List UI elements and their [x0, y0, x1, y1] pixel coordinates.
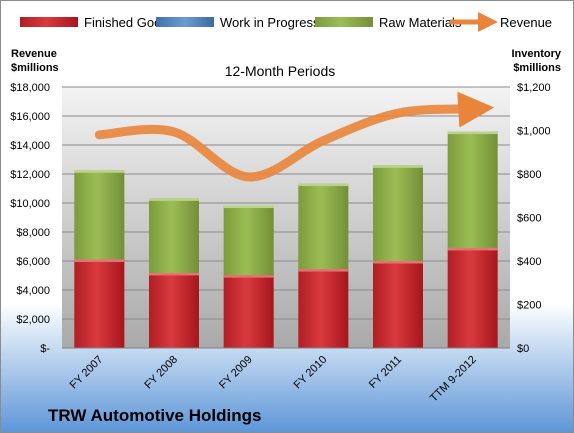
bar-top-highlight [223, 275, 274, 278]
legend-swatch-work-in-progress [156, 17, 214, 27]
revenue-line-group [94, 91, 495, 182]
bar-finished-goods [298, 269, 349, 348]
bar-top-highlight [298, 183, 349, 187]
left-tick-label: $8,000 [16, 227, 50, 239]
left-axis-title-line2: $millions [11, 62, 59, 74]
left-tick-label: $6,000 [16, 256, 50, 268]
bar-top-highlight [373, 165, 423, 168]
bar-top-highlight [298, 269, 349, 272]
left-tick-label: $16,000 [10, 111, 50, 123]
right-axis-title-line1: Inventory [511, 48, 561, 60]
left-ticks: $- $2,000 $4,000 $6,000 $8,000 $10,000 $12,000… [10, 82, 50, 355]
left-tick-label: $2,000 [16, 314, 50, 326]
bars [74, 131, 498, 348]
left-tick-label: $4,000 [16, 285, 50, 297]
bar-finished-goods [373, 261, 423, 348]
bar-top-highlight [223, 205, 274, 209]
bar-raw-materials [223, 205, 274, 276]
legend-label-finished-goods: Finished Goods [84, 15, 176, 30]
bar-finished-goods [74, 259, 125, 348]
bar-finished-goods [149, 272, 199, 348]
bar-top-highlight [149, 198, 199, 201]
legend-swatch-finished-goods [20, 17, 78, 27]
right-tick-label: $1,200 [517, 82, 551, 94]
bar-raw-materials [373, 165, 423, 261]
bar-top-highlight [447, 131, 498, 135]
bar-raw-materials [149, 198, 199, 273]
gridlines [62, 86, 510, 320]
right-axis-title-line2: $millions [513, 62, 561, 74]
plot-area [62, 87, 510, 348]
right-tick-label: $400 [517, 256, 541, 268]
legend-label-work-in-progress: Work in Progress [220, 15, 320, 30]
bar-top-highlight [373, 261, 423, 264]
right-tick-label: $200 [517, 300, 541, 312]
left-tick-label: $14,000 [10, 140, 50, 152]
chart-subtitle: 12-Month Periods [225, 63, 336, 79]
right-tick-label: $0 [517, 343, 529, 355]
legend-label-raw-materials: Raw Materials [379, 15, 462, 30]
company-title: TRW Automotive Holdings [48, 406, 261, 425]
bar-top-highlight [74, 170, 125, 173]
legend-swatch-raw-materials [315, 17, 373, 27]
bar-raw-materials [298, 183, 349, 270]
right-tick-label: $600 [517, 213, 541, 225]
bar-finished-goods [447, 247, 498, 348]
left-tick-label: $12,000 [10, 169, 50, 181]
legend-label-revenue: Revenue [500, 15, 552, 30]
left-axis-title-line1: Revenue [11, 48, 57, 60]
right-ticks: $0 $200 $400 $600 $800 $1,000 $1,200 [517, 82, 551, 355]
bar-top-highlight [74, 259, 125, 262]
bar-raw-materials [74, 170, 125, 260]
bar-top-highlight [149, 272, 199, 276]
left-tick-label: $18,000 [10, 82, 50, 94]
bar-raw-materials [447, 131, 498, 248]
revenue-line [94, 91, 495, 182]
legend: Finished Goods Work in Progress Raw Materi… [20, 12, 552, 32]
bar-top-highlight [447, 247, 498, 251]
bar-finished-goods [223, 275, 274, 348]
left-tick-label: $10,000 [10, 198, 50, 210]
right-tick-label: $1,000 [517, 126, 551, 138]
right-tick-label: $800 [517, 169, 541, 181]
left-tick-label: $- [40, 343, 50, 355]
